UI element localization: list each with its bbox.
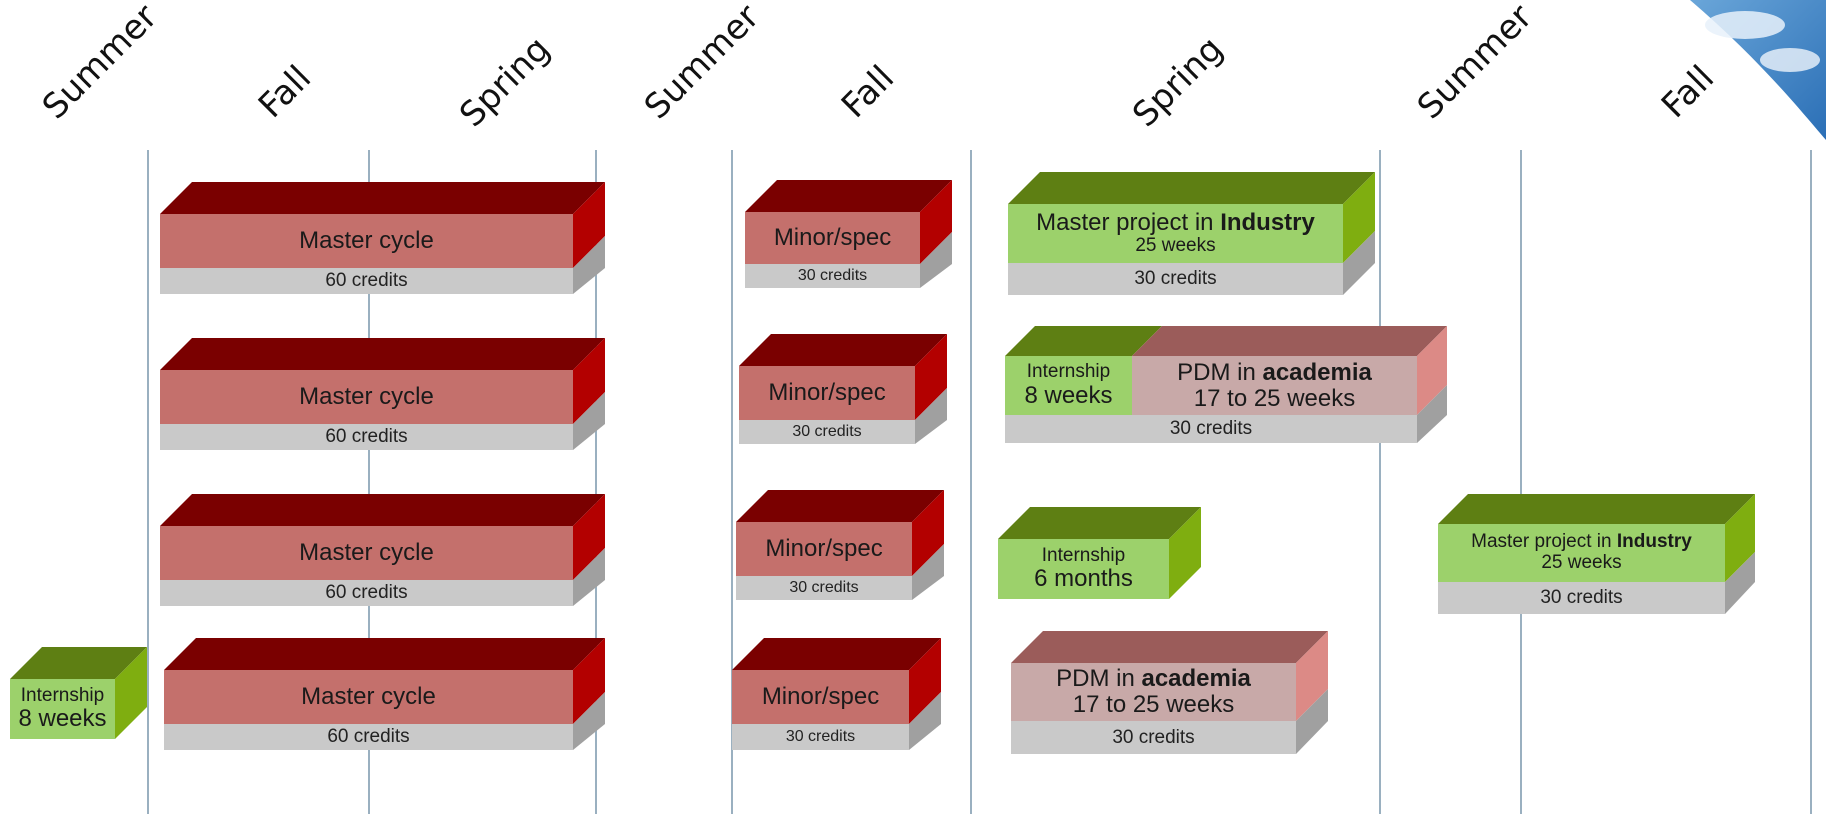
credits-label: 30 credits [736,576,912,600]
block-title: Internship [1042,546,1125,567]
block-face: Master cycle [164,670,573,724]
block-top [739,334,947,366]
minor-spec-block: Minor/spec 30 credits [739,334,947,444]
block-top [1438,494,1755,524]
credits-label: 30 credits [1011,721,1296,754]
pdm-duration: 17 to 25 weeks [1194,386,1355,412]
credits-label: 30 credits [732,724,909,750]
block-title: Minor/spec [765,536,882,562]
internship-6-months-block: Internship 6 months [998,507,1201,599]
minor-spec-block: Minor/spec 30 credits [732,638,941,750]
internship-pdm-block: Internship 8 weeks PDM in academia 17 to… [1005,326,1447,443]
block-top [160,338,605,370]
block-face: Minor/spec [745,212,920,264]
block-subtitle: 25 weeks [1541,553,1621,574]
block-title: PDM in academia [1056,666,1251,692]
pdm-face: PDM in academia 17 to 25 weeks [1132,356,1417,415]
block-face: Minor/spec [736,522,912,576]
block-top [736,490,944,522]
credits-label: 30 credits [1005,415,1417,443]
season-divider [147,150,149,814]
pdm-title-bold: academia [1262,359,1371,386]
block-face: Internship 8 weeks [10,679,115,739]
credits-label: 30 credits [1008,263,1343,295]
credits-label: 60 credits [160,268,573,294]
block-title: Master project in Industry [1036,210,1315,236]
pdm-academia-block: PDM in academia 17 to 25 weeks 30 credit… [1011,631,1328,754]
internship-face: Internship 8 weeks [1005,356,1132,415]
season-divider [1810,150,1812,814]
block-top [998,507,1201,539]
block-title: Master cycle [301,684,436,710]
master-cycle-block: Master cycle 60 credits [160,494,605,606]
pdm-top [1132,326,1447,356]
block-title-bold: Industry [1220,209,1315,236]
block-subtitle: 6 months [1034,566,1133,592]
block-top [1011,631,1328,663]
internship-duration: 8 weeks [1024,383,1112,409]
internship-title: Internship [1027,362,1110,383]
minor-spec-block: Minor/spec 30 credits [736,490,944,600]
industry-project-block: Master project in Industry 25 weeks 30 c… [1008,172,1375,295]
block-top [164,638,605,670]
credits-label: 60 credits [160,580,573,606]
block-face: PDM in academia 17 to 25 weeks [1011,663,1296,721]
minor-spec-block: Minor/spec 30 credits [745,180,952,288]
master-cycle-block: Master cycle 60 credits [164,638,605,750]
block-subtitle: 17 to 25 weeks [1073,692,1234,718]
block-subtitle: 25 weeks [1135,236,1215,257]
block-face: Master project in Industry 25 weeks [1438,524,1725,582]
block-title: Minor/spec [768,380,885,406]
block-face: Master cycle [160,526,573,580]
block-title-bold: academia [1141,665,1250,692]
season-divider [1520,150,1522,814]
pdm-title: PDM in academia [1177,360,1372,386]
internship-8-weeks-block: Internship 8 weeks [10,647,147,739]
block-top [160,494,605,526]
block-face: Internship 6 months [998,539,1169,599]
block-title: Master cycle [299,540,434,566]
block-face: Minor/spec [739,366,915,420]
block-title: Master cycle [299,228,434,254]
credits-label: 60 credits [164,724,573,750]
block-top [745,180,952,212]
block-title-bold: Industry [1617,531,1692,552]
block-face: Master project in Industry 25 weeks [1008,204,1343,263]
credits-label: 60 credits [160,424,573,450]
block-top [732,638,941,670]
block-face: Master cycle [160,370,573,424]
block-face: Minor/spec [732,670,909,724]
season-divider [970,150,972,814]
block-title: Internship [21,686,104,707]
credits-label: 30 credits [739,420,915,444]
credits-label: 30 credits [1438,582,1725,614]
block-title: Master project in Industry [1471,532,1692,553]
credits-label: 30 credits [745,264,920,288]
master-cycle-block: Master cycle 60 credits [160,182,605,294]
block-face: Master cycle [160,214,573,268]
block-title: Master cycle [299,384,434,410]
block-title: Minor/spec [774,225,891,251]
block-subtitle: 8 weeks [18,706,106,732]
block-top [1008,172,1375,204]
block-top [160,182,605,214]
master-cycle-block: Master cycle 60 credits [160,338,605,450]
season-divider [1379,150,1381,814]
industry-project-block: Master project in Industry 25 weeks 30 c… [1438,494,1755,614]
block-title: Minor/spec [762,684,879,710]
